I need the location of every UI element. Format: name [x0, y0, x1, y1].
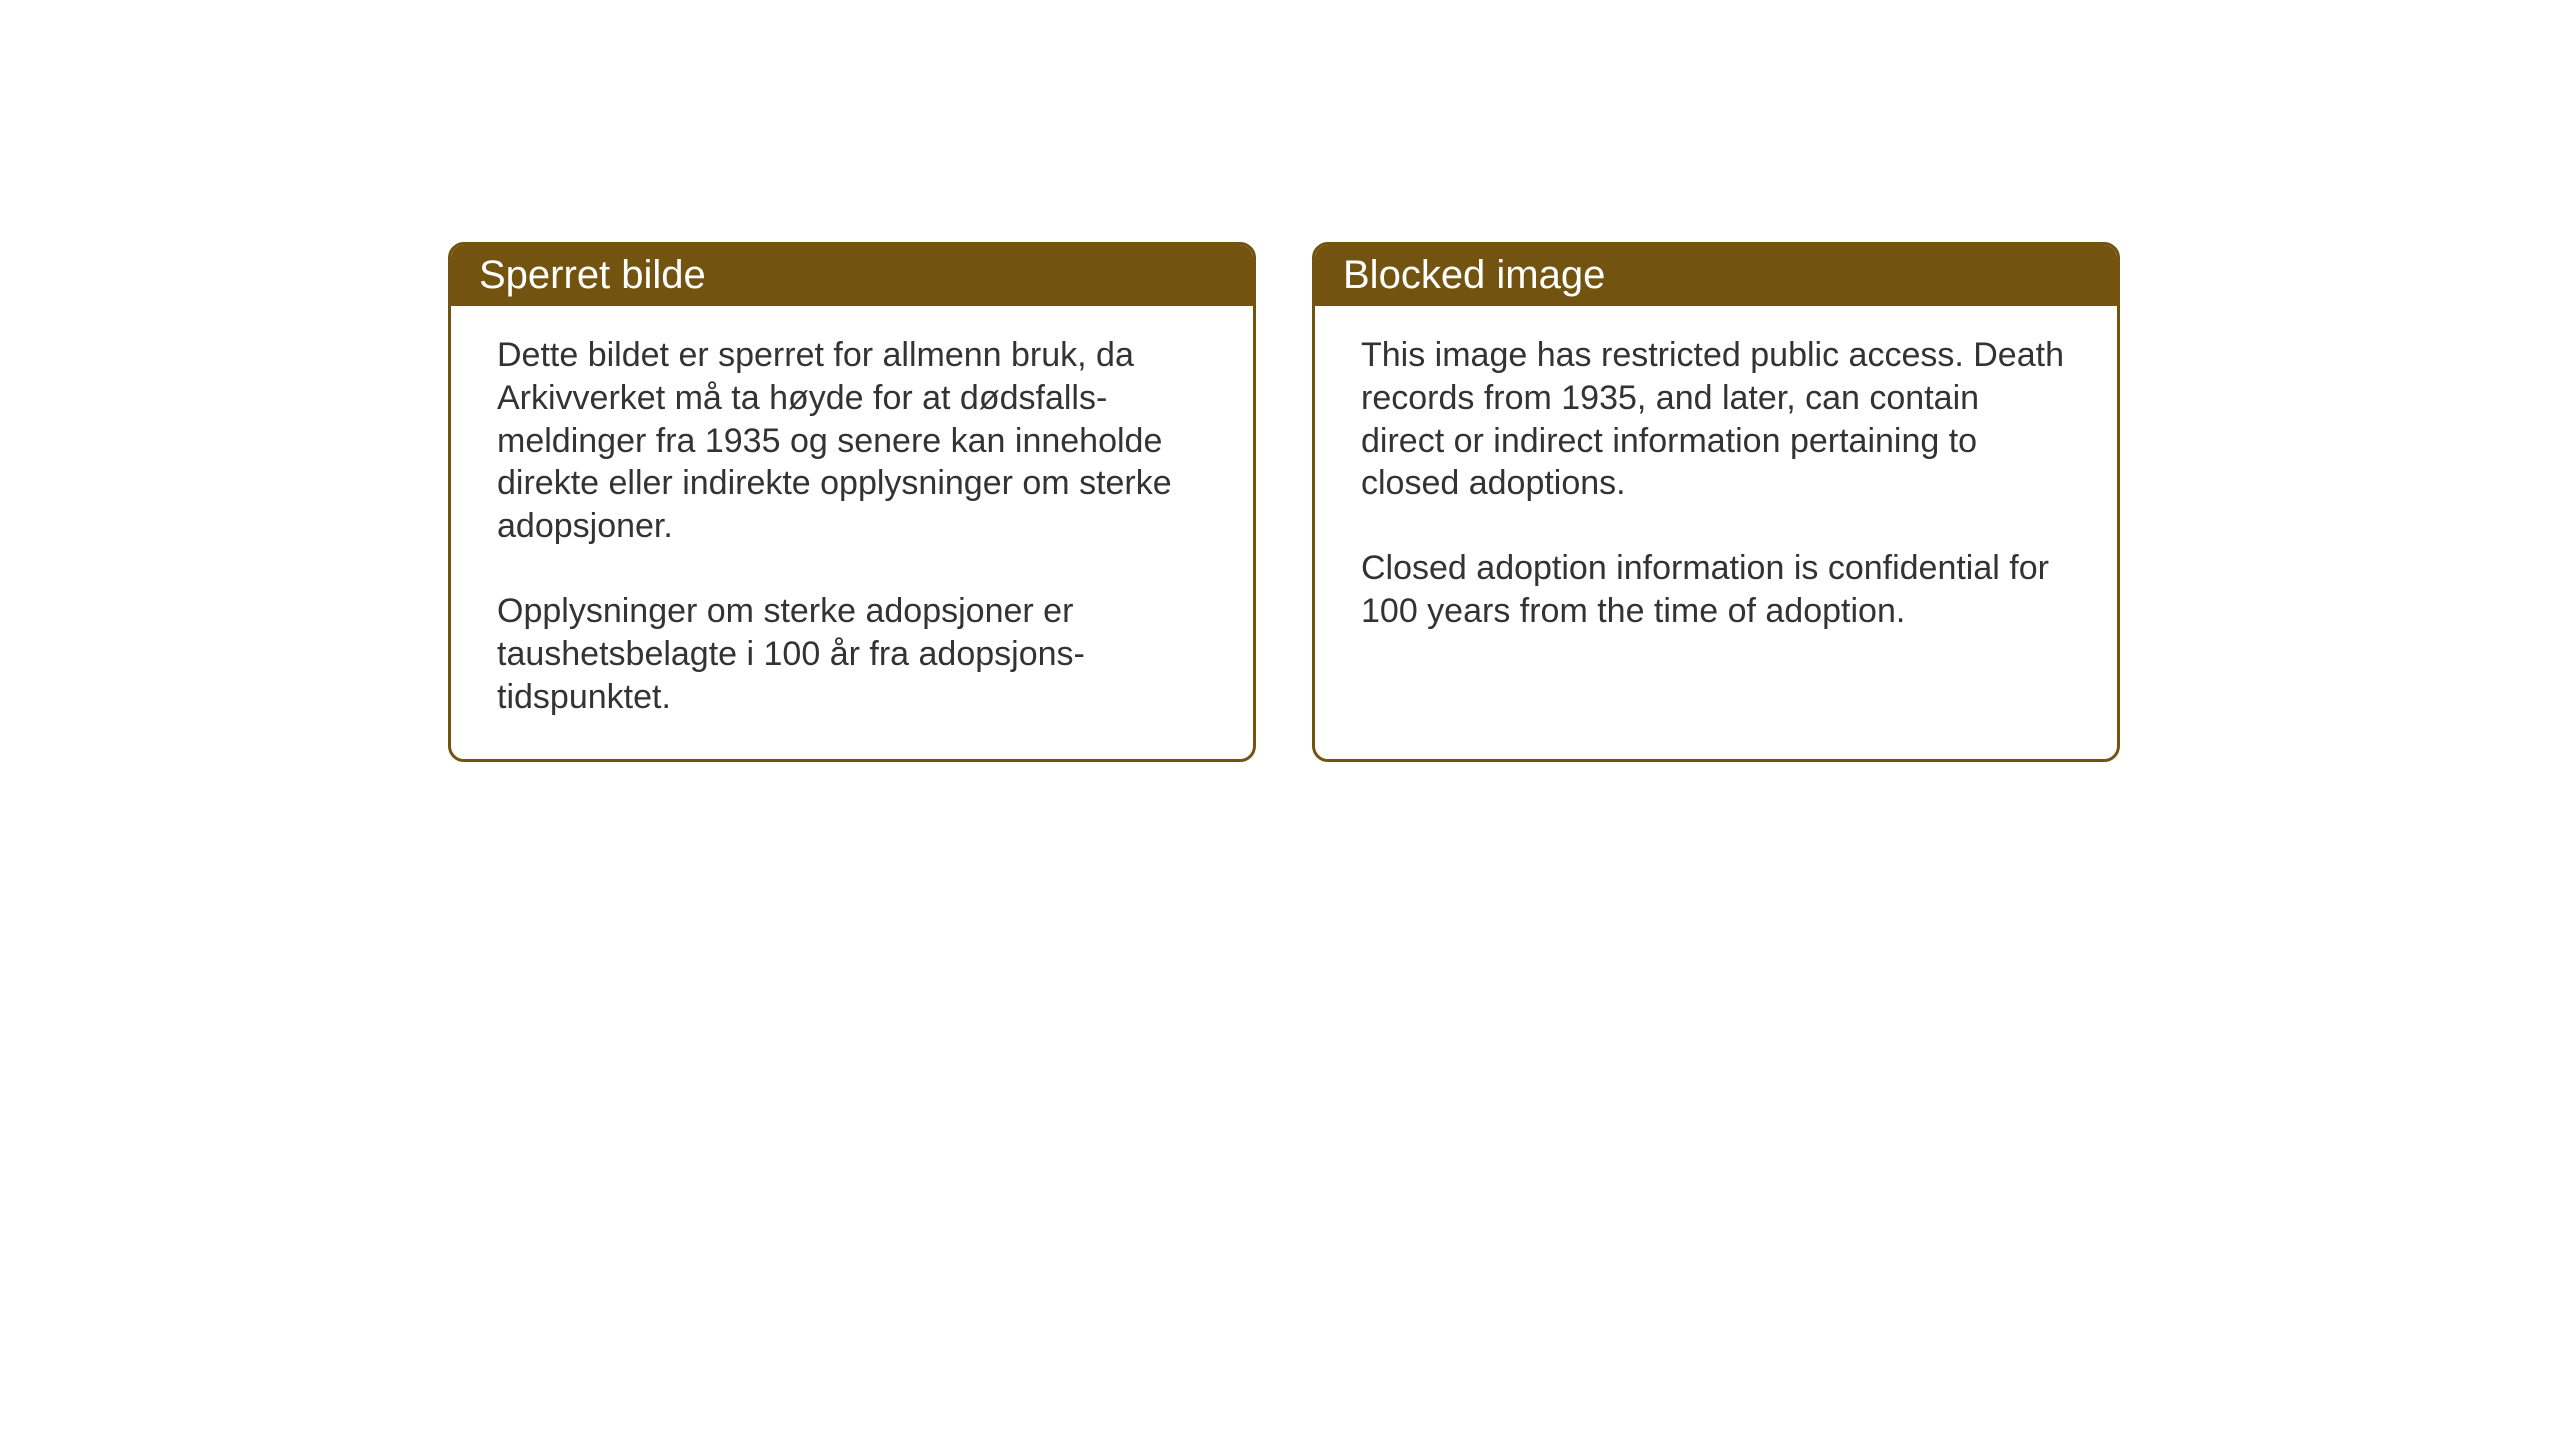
notice-card-english: Blocked image This image has restricted …	[1312, 242, 2120, 762]
card-body: This image has restricted public access.…	[1315, 306, 2117, 673]
notice-card-norwegian: Sperret bilde Dette bildet er sperret fo…	[448, 242, 1256, 762]
card-paragraph: Opplysninger om sterke adopsjoner er tau…	[497, 590, 1207, 718]
card-paragraph: Dette bildet er sperret for allmenn bruk…	[497, 334, 1207, 548]
card-header: Blocked image	[1315, 245, 2117, 306]
notice-container: Sperret bilde Dette bildet er sperret fo…	[448, 242, 2120, 762]
card-title: Sperret bilde	[479, 253, 706, 297]
card-title: Blocked image	[1343, 253, 1605, 297]
card-paragraph: Closed adoption information is confident…	[1361, 547, 2071, 633]
card-paragraph: This image has restricted public access.…	[1361, 334, 2071, 505]
card-body: Dette bildet er sperret for allmenn bruk…	[451, 306, 1253, 759]
card-header: Sperret bilde	[451, 245, 1253, 306]
